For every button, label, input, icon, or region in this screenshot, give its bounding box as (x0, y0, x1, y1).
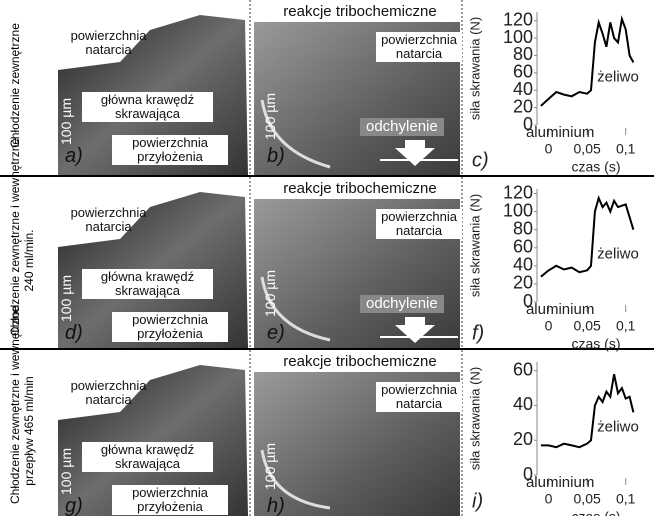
flank-label: powierzchnia przyłożenia (112, 485, 228, 515)
x-tick-label: 0,05 (574, 318, 601, 334)
x-tick-label: 0,1 (616, 141, 636, 157)
deflection-label: odchylenie (360, 118, 444, 136)
force-line (541, 19, 634, 106)
scale-label: 100 µm (262, 93, 278, 140)
canvas: 02040608010012000,050,1czas (s)siła skra… (0, 0, 654, 516)
surface-label: powierzchnia natarcia (376, 32, 462, 62)
tribo-title: reakcje tribochemiczne (262, 4, 458, 20)
annotation: żeliwo (597, 246, 639, 263)
x-tick-label: 0 (545, 318, 553, 334)
deflection-label: odchylenie (360, 295, 444, 313)
edge-label: główna krawędź skrawająca (82, 269, 213, 299)
x-tick-label: 0 (545, 491, 553, 507)
panel-letter: g) (62, 498, 86, 514)
y-tick-label: 40 (513, 394, 533, 414)
x-axis-label: czas (s) (572, 336, 621, 352)
y-tick-label: 20 (513, 96, 533, 116)
y-tick-label: 80 (513, 44, 533, 64)
annotation: aluminium (526, 474, 594, 491)
annotation: żeliwo (597, 419, 639, 436)
surface-label: powierzchnia natarcia (58, 205, 159, 235)
surface-label: powierzchnia natarcia (376, 209, 462, 239)
flank-label: powierzchnia przyłożenia (112, 312, 228, 342)
y-tick-label: 100 (503, 27, 533, 47)
y-axis-label: siła skrawania (N) (467, 367, 482, 470)
edge-label: główna krawędź skrawająca (82, 442, 213, 472)
surface-label: powierzchnia natarcia (58, 378, 159, 408)
figure: 02040608010012000,050,1czas (s)siła skra… (0, 0, 654, 516)
row-label: Chłodzenie zewnętrzne i wewnętrzne (8, 358, 22, 504)
tribo-title: reakcje tribochemiczne (262, 181, 458, 197)
x-tick-label: 0,05 (574, 141, 601, 157)
scale-label: 100 µm (58, 275, 74, 322)
y-axis-label: siła skrawania (N) (467, 17, 482, 120)
panel-letter: c) (472, 149, 489, 171)
tribo-title: reakcje tribochemiczne (262, 354, 458, 370)
y-tick-label: 60 (513, 237, 533, 257)
y-tick-label: 100 (503, 200, 533, 220)
y-tick-label: 120 (503, 9, 533, 29)
y-tick-label: 60 (513, 359, 533, 379)
annotation: aluminium (526, 301, 594, 318)
edge-label: główna krawędź skrawająca (82, 92, 213, 122)
y-axis-label: siła skrawania (N) (467, 194, 482, 297)
y-tick-label: 60 (513, 62, 533, 82)
surface-label: powierzchnia natarcia (58, 28, 159, 58)
surface-label: powierzchnia natarcia (376, 382, 462, 412)
x-axis-label: czas (s) (572, 159, 621, 175)
panel-letter: b) (264, 148, 288, 164)
x-tick-label: 0,1 (616, 318, 636, 334)
flank-label: powierzchnia przyłożenia (112, 135, 228, 165)
x-tick-label: 0,1 (616, 491, 636, 507)
panel-letter: e) (264, 325, 288, 341)
row-label: 240 ml/min. (22, 185, 36, 336)
x-axis-label: czas (s) (572, 509, 621, 516)
force-line (541, 374, 634, 447)
scale-label: 100 µm (262, 443, 278, 490)
panel-letter: a) (62, 148, 86, 164)
y-tick-label: 40 (513, 255, 533, 275)
annotation: żeliwo (597, 69, 639, 86)
force-line (541, 198, 634, 277)
scale-label: 100 µm (58, 448, 74, 495)
y-tick-label: 40 (513, 79, 533, 99)
y-tick-label: 80 (513, 218, 533, 238)
y-tick-label: 20 (513, 273, 533, 293)
x-tick-label: 0 (545, 141, 553, 157)
scale-label: 100 µm (58, 98, 74, 145)
y-tick-label: 20 (513, 429, 533, 449)
scale-label: 100 µm (262, 270, 278, 317)
panel-letter: i) (472, 490, 483, 512)
panel-letter: f) (472, 322, 484, 344)
panel-letter: d) (62, 325, 86, 341)
annotation: aluminium (526, 124, 594, 141)
x-tick-label: 0,05 (574, 491, 601, 507)
row-label: przepływ 465 ml/min (22, 358, 36, 504)
y-tick-label: 120 (503, 182, 533, 202)
panel-letter: h) (264, 498, 288, 514)
